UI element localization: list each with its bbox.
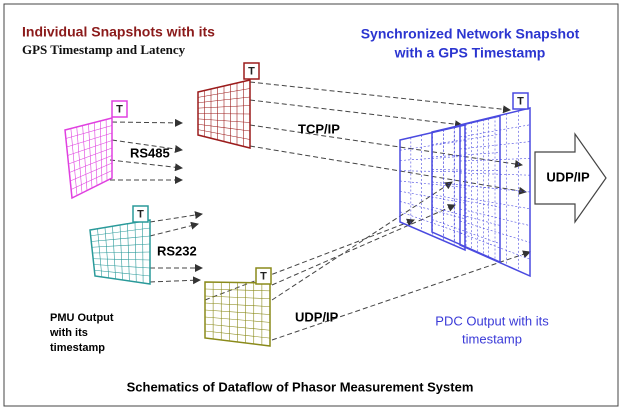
grid-line	[91, 243, 151, 248]
title-line: GPS Timestamp and Latency	[22, 42, 186, 57]
grid-line	[68, 147, 113, 165]
tag-label: T	[137, 208, 144, 220]
dataflow-arrow	[149, 276, 201, 285]
grid-line	[197, 113, 251, 115]
tag-box	[243, 62, 260, 80]
snapshot-frame	[89, 219, 151, 285]
grid-line	[92, 251, 151, 254]
title-line: Individual Snapshots with its	[22, 24, 215, 40]
grid-line	[67, 140, 113, 156]
tag-box	[512, 92, 529, 110]
grid-line	[197, 129, 251, 140]
pdc-note: PDC Output with its	[435, 313, 549, 328]
snapshot-frame	[64, 117, 113, 200]
link-label: RS232	[157, 243, 197, 258]
pdc-note: timestamp	[462, 331, 522, 346]
pdc-title-line: Synchronized Network Snapshot	[361, 26, 580, 42]
grid-line	[459, 220, 531, 243]
grid-line	[93, 258, 151, 261]
caption: Schematics of Dataflow of Phasor Measure…	[127, 379, 474, 394]
grid-line	[90, 227, 151, 237]
grid-line	[204, 316, 271, 323]
tag-box	[132, 205, 149, 223]
dataflow-arrow	[111, 118, 183, 127]
grid-line	[204, 330, 271, 339]
grid-line	[66, 132, 113, 148]
grid-line	[94, 269, 151, 277]
grid-line	[204, 302, 271, 307]
output-arrow	[534, 132, 607, 224]
dataflow-arrow	[249, 81, 511, 114]
shapes: T T T T T	[64, 62, 531, 347]
grid-line	[197, 123, 251, 132]
tag-box	[111, 100, 128, 118]
link-label: RS485	[130, 145, 170, 160]
grid-line	[69, 155, 113, 173]
dataflow-arrow	[111, 139, 183, 153]
tag-box	[255, 267, 272, 285]
pdc-title-line: with a GPS Timestamp	[394, 45, 546, 61]
grid-line	[65, 125, 113, 139]
link-label: UDP/IP	[295, 309, 339, 324]
dataflow-arrow	[109, 159, 183, 172]
tag-label: T	[517, 95, 524, 107]
grid-line	[459, 232, 531, 260]
dataflow-arrow	[249, 99, 463, 129]
dataflow-arrow	[249, 145, 527, 195]
grid-line	[431, 133, 501, 145]
grid-line	[204, 288, 271, 292]
grid-line	[204, 309, 271, 315]
dataflow-arrow	[149, 221, 199, 237]
dataflow-arrow	[204, 218, 415, 301]
grid-line	[197, 118, 251, 123]
dataflow-arrow	[271, 181, 453, 301]
snapshot-frame	[204, 281, 271, 347]
grid-line	[197, 88, 251, 98]
dataflow-arrow	[271, 250, 531, 341]
grid-line	[431, 194, 501, 208]
pmu-note: with its	[49, 327, 88, 339]
dataflow-arrow	[271, 204, 456, 286]
grid-line	[431, 169, 501, 172]
dataflow-arrow	[149, 211, 203, 223]
tag-label: T	[116, 103, 123, 115]
pmu-note: timestamp	[50, 342, 105, 354]
grid-line	[197, 96, 251, 104]
frame	[3, 3, 619, 407]
grid-line	[204, 295, 271, 300]
tag-label: T	[248, 65, 255, 77]
grid-line	[70, 170, 113, 190]
snapshot-frame	[459, 107, 531, 278]
grid-line	[70, 162, 113, 182]
grid-line	[91, 235, 151, 242]
grid-line	[431, 152, 501, 158]
grid-line	[93, 264, 151, 269]
snapshot-frame	[197, 79, 251, 149]
grid-line	[197, 105, 251, 109]
dataflow-arrow	[249, 124, 523, 168]
pmu-note: PMU Output	[50, 312, 114, 324]
output-label: UDP/IP	[546, 169, 590, 184]
tag-label: T	[260, 270, 267, 282]
grid-line	[204, 323, 271, 331]
grid-line	[399, 211, 466, 235]
grid-line	[431, 219, 501, 245]
link-label: TCP/IP	[298, 121, 340, 136]
